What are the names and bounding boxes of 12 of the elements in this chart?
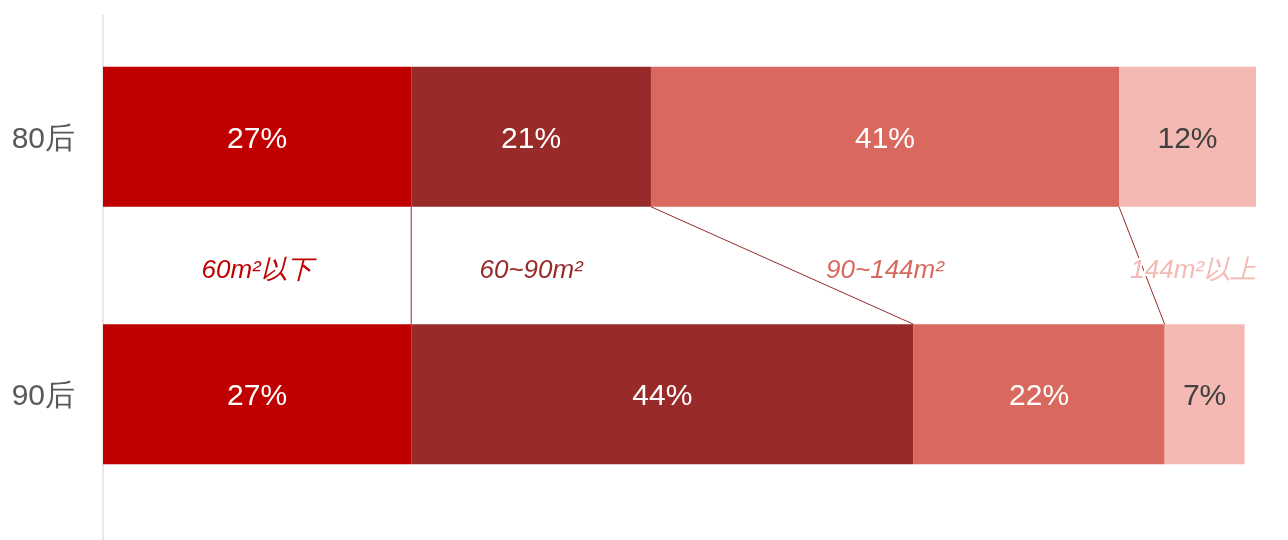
data-label: 44%	[632, 378, 693, 412]
data-label: 7%	[1182, 378, 1227, 412]
data-label: 22%	[1009, 378, 1070, 412]
category-label: 90后	[11, 378, 75, 412]
data-label: 41%	[854, 120, 915, 154]
data-label: 27%	[227, 378, 288, 412]
data-label: 21%	[501, 120, 562, 154]
series-name: 60~90m²	[479, 253, 583, 284]
category-label: 80后	[11, 120, 75, 154]
data-label: 12%	[1157, 120, 1218, 154]
series-name: 90~144m²	[826, 253, 944, 284]
data-label: 27%	[227, 120, 288, 154]
